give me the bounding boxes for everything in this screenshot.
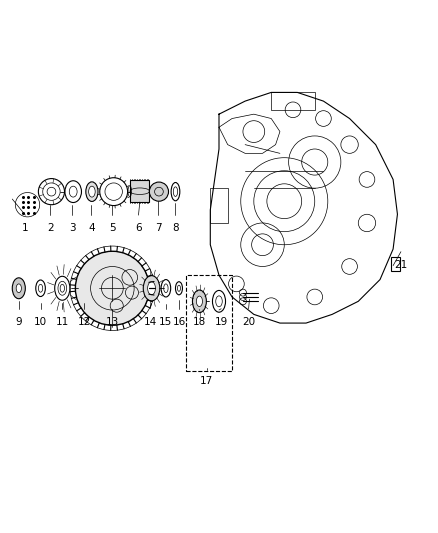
Text: 4: 4	[88, 223, 95, 233]
Circle shape	[149, 182, 169, 201]
Bar	[271, 92, 315, 110]
Text: 16: 16	[172, 317, 186, 327]
Text: 2: 2	[47, 223, 53, 233]
Text: 6: 6	[135, 223, 142, 233]
Ellipse shape	[81, 283, 87, 294]
Ellipse shape	[16, 284, 21, 293]
Text: 1: 1	[22, 223, 28, 233]
Bar	[391, 257, 400, 271]
Text: 8: 8	[172, 223, 179, 233]
Text: 13: 13	[106, 317, 119, 327]
Text: 3: 3	[69, 223, 76, 233]
Ellipse shape	[88, 186, 95, 197]
Bar	[210, 188, 228, 223]
Text: 18: 18	[193, 317, 206, 327]
Text: 7: 7	[155, 223, 161, 233]
Text: 19: 19	[215, 317, 228, 327]
Circle shape	[75, 251, 149, 325]
Ellipse shape	[148, 282, 155, 295]
Text: 15: 15	[159, 317, 173, 327]
Ellipse shape	[77, 277, 91, 300]
Ellipse shape	[143, 276, 160, 301]
Text: 12: 12	[78, 317, 91, 327]
Text: 5: 5	[109, 223, 116, 233]
Text: 17: 17	[200, 376, 213, 386]
Text: 21: 21	[394, 260, 407, 270]
Ellipse shape	[86, 182, 98, 201]
Text: 11: 11	[56, 317, 69, 327]
Ellipse shape	[196, 296, 202, 306]
Text: 20: 20	[242, 317, 255, 327]
Text: 10: 10	[34, 317, 47, 327]
Text: 9: 9	[15, 317, 22, 327]
Ellipse shape	[192, 290, 206, 313]
Polygon shape	[210, 92, 397, 323]
Text: 14: 14	[144, 317, 157, 327]
Ellipse shape	[12, 278, 25, 298]
Bar	[130, 180, 149, 202]
Bar	[186, 275, 232, 371]
